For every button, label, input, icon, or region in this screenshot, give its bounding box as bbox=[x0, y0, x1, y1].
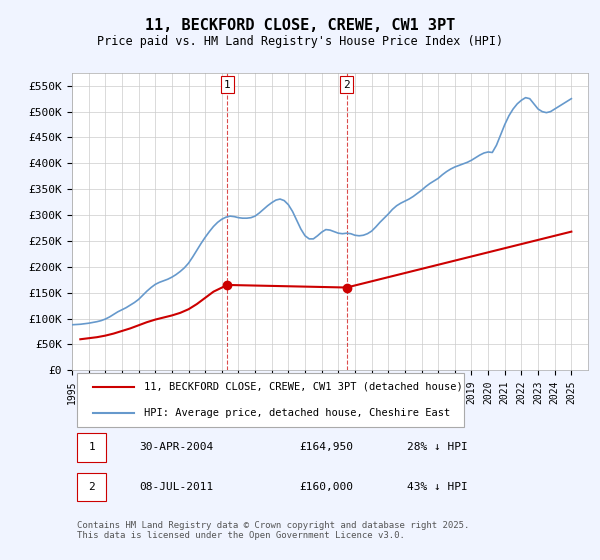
Text: 1: 1 bbox=[224, 80, 230, 90]
Text: 30-APR-2004: 30-APR-2004 bbox=[139, 442, 214, 452]
Text: Contains HM Land Registry data © Crown copyright and database right 2025.
This d: Contains HM Land Registry data © Crown c… bbox=[77, 521, 470, 540]
Text: 1: 1 bbox=[88, 442, 95, 452]
Text: £164,950: £164,950 bbox=[299, 442, 353, 452]
Text: 43% ↓ HPI: 43% ↓ HPI bbox=[407, 482, 468, 492]
FancyBboxPatch shape bbox=[77, 433, 106, 461]
FancyBboxPatch shape bbox=[77, 473, 106, 501]
Text: 11, BECKFORD CLOSE, CREWE, CW1 3PT (detached house): 11, BECKFORD CLOSE, CREWE, CW1 3PT (deta… bbox=[144, 382, 463, 392]
Text: £160,000: £160,000 bbox=[299, 482, 353, 492]
Text: 08-JUL-2011: 08-JUL-2011 bbox=[139, 482, 214, 492]
Text: 2: 2 bbox=[88, 482, 95, 492]
Text: HPI: Average price, detached house, Cheshire East: HPI: Average price, detached house, Ches… bbox=[144, 408, 451, 418]
Text: Price paid vs. HM Land Registry's House Price Index (HPI): Price paid vs. HM Land Registry's House … bbox=[97, 35, 503, 49]
Text: 28% ↓ HPI: 28% ↓ HPI bbox=[407, 442, 468, 452]
Text: 11, BECKFORD CLOSE, CREWE, CW1 3PT: 11, BECKFORD CLOSE, CREWE, CW1 3PT bbox=[145, 18, 455, 32]
Text: 2: 2 bbox=[343, 80, 350, 90]
FancyBboxPatch shape bbox=[77, 374, 464, 427]
